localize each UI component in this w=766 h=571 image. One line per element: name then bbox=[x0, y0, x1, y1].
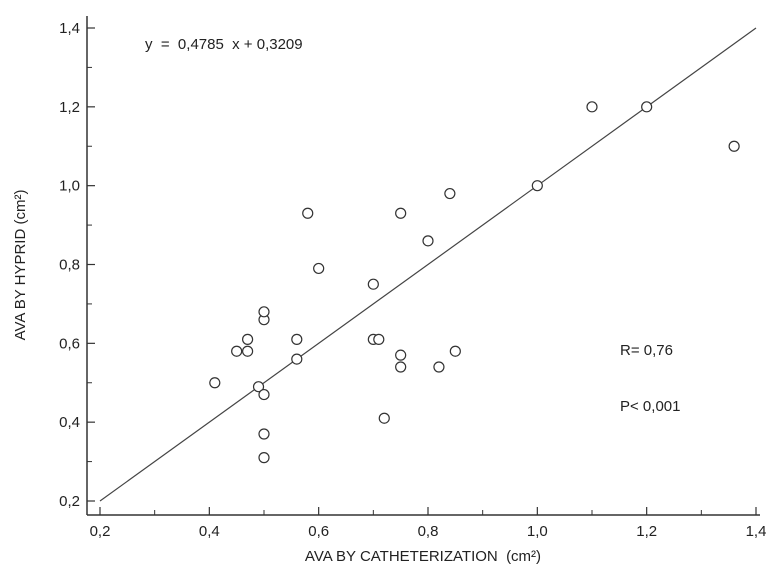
p-annotation: P< 0,001 bbox=[620, 398, 680, 415]
data-point bbox=[449, 345, 461, 357]
ticks bbox=[87, 27, 757, 515]
data-point bbox=[586, 101, 598, 113]
data-point bbox=[302, 207, 314, 219]
x-axis-title: AVA BY CATHETERIZATION (cm²) bbox=[305, 548, 541, 565]
y-tick-label: 1,2 bbox=[59, 99, 80, 116]
data-point bbox=[395, 349, 407, 361]
data-point bbox=[258, 306, 270, 318]
data-point bbox=[252, 381, 265, 393]
data-point bbox=[242, 333, 254, 345]
y-tick-label: 0,2 bbox=[59, 493, 80, 510]
y-tick-label: 1,4 bbox=[59, 20, 80, 37]
y-tick-label: 0,8 bbox=[59, 257, 80, 274]
data-point bbox=[258, 428, 270, 440]
data-point bbox=[641, 101, 653, 113]
data-point bbox=[422, 235, 434, 247]
r-annotation: R= 0,76 bbox=[620, 342, 673, 359]
data-points bbox=[209, 101, 740, 464]
data-point bbox=[231, 345, 243, 357]
x-tick-label: 1,0 bbox=[527, 523, 548, 540]
y-axis-title: AVA BY HYPRID (cm²) bbox=[12, 190, 29, 341]
data-point bbox=[378, 412, 390, 424]
data-point bbox=[433, 361, 445, 373]
x-tick-label: 1,4 bbox=[746, 523, 766, 540]
axes bbox=[86, 16, 760, 516]
data-point bbox=[367, 278, 379, 290]
regression-line bbox=[99, 27, 757, 502]
data-point bbox=[373, 333, 385, 345]
data-point bbox=[242, 345, 254, 357]
x-tick-label: 0,8 bbox=[418, 523, 439, 540]
data-point bbox=[209, 377, 221, 389]
x-tick-label: 0,2 bbox=[90, 523, 111, 540]
data-point bbox=[291, 333, 303, 345]
data-point bbox=[291, 353, 303, 365]
y-tick-label: 1,0 bbox=[59, 178, 80, 195]
x-tick-label: 0,6 bbox=[308, 523, 329, 540]
data-point bbox=[258, 452, 270, 464]
tick-labels: 0,2 0,4 0,6 0,8 1,0 1,2 1,4 0,2 0,4 0,6 0,8 1,0 1,2 1… bbox=[59, 20, 766, 540]
data-point bbox=[395, 207, 407, 219]
data-point bbox=[395, 361, 407, 373]
x-tick-label: 0,4 bbox=[199, 523, 220, 540]
data-point bbox=[531, 180, 543, 192]
equation-annotation: y = 0,4785 x + 0,3209 bbox=[145, 36, 303, 53]
data-point bbox=[258, 388, 270, 401]
data-point bbox=[313, 262, 325, 275]
data-point bbox=[728, 140, 740, 152]
x-tick-label: 1,2 bbox=[636, 523, 657, 540]
y-tick-label: 0,4 bbox=[59, 414, 80, 431]
y-tick-label: 0,6 bbox=[59, 335, 80, 352]
data-point bbox=[444, 187, 456, 200]
